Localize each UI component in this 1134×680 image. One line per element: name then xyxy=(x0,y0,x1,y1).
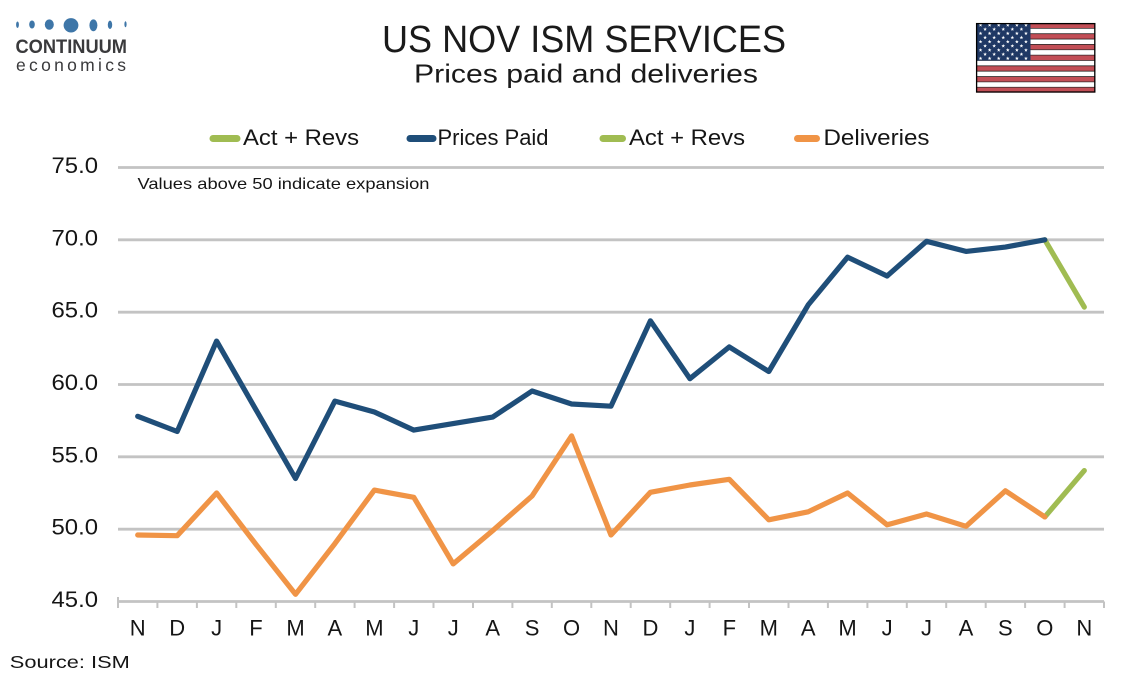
svg-text:J: J xyxy=(211,616,222,641)
svg-text:S: S xyxy=(525,616,540,641)
svg-text:Values above 50 indicate expan: Values above 50 indicate expansion xyxy=(138,176,430,193)
svg-text:F: F xyxy=(249,616,262,641)
svg-text:70.0: 70.0 xyxy=(52,225,99,250)
svg-text:45.0: 45.0 xyxy=(52,587,99,612)
svg-text:O: O xyxy=(1036,616,1053,641)
svg-text:A: A xyxy=(959,616,974,641)
svg-text:N: N xyxy=(130,616,146,641)
svg-text:D: D xyxy=(642,616,658,641)
svg-text:J: J xyxy=(684,616,695,641)
svg-text:economics: economics xyxy=(16,55,126,75)
svg-text:Deliveries: Deliveries xyxy=(824,125,930,150)
svg-text:N: N xyxy=(1076,616,1092,641)
svg-text:Prices paid and deliveries: Prices paid and deliveries xyxy=(414,59,758,89)
svg-text:M: M xyxy=(838,616,856,641)
svg-text:J: J xyxy=(448,616,459,641)
svg-text:Act + Revs: Act + Revs xyxy=(629,125,745,150)
svg-text:S: S xyxy=(998,616,1013,641)
svg-text:O: O xyxy=(563,616,580,641)
svg-text:65.0: 65.0 xyxy=(52,298,99,323)
svg-text:A: A xyxy=(328,616,343,641)
svg-text:J: J xyxy=(408,616,419,641)
svg-text:50.0: 50.0 xyxy=(52,515,99,540)
svg-text:75.0: 75.0 xyxy=(52,153,99,178)
svg-text:M: M xyxy=(760,616,778,641)
svg-text:J: J xyxy=(921,616,932,641)
svg-text:J: J xyxy=(882,616,893,641)
svg-text:M: M xyxy=(365,616,383,641)
svg-text:CONTINUUM: CONTINUUM xyxy=(16,36,128,58)
svg-text:M: M xyxy=(286,616,304,641)
svg-text:A: A xyxy=(801,616,816,641)
svg-text:Source: ISM: Source: ISM xyxy=(10,652,130,672)
svg-text:F: F xyxy=(723,616,736,641)
svg-text:55.0: 55.0 xyxy=(52,442,99,467)
svg-text:A: A xyxy=(485,616,500,641)
svg-text:Act + Revs: Act + Revs xyxy=(243,125,359,150)
svg-text:D: D xyxy=(169,616,185,641)
svg-text:Prices Paid: Prices Paid xyxy=(438,125,549,150)
svg-text:US NOV ISM SERVICES: US NOV ISM SERVICES xyxy=(382,18,786,61)
svg-text:60.0: 60.0 xyxy=(52,370,99,395)
svg-text:N: N xyxy=(603,616,619,641)
